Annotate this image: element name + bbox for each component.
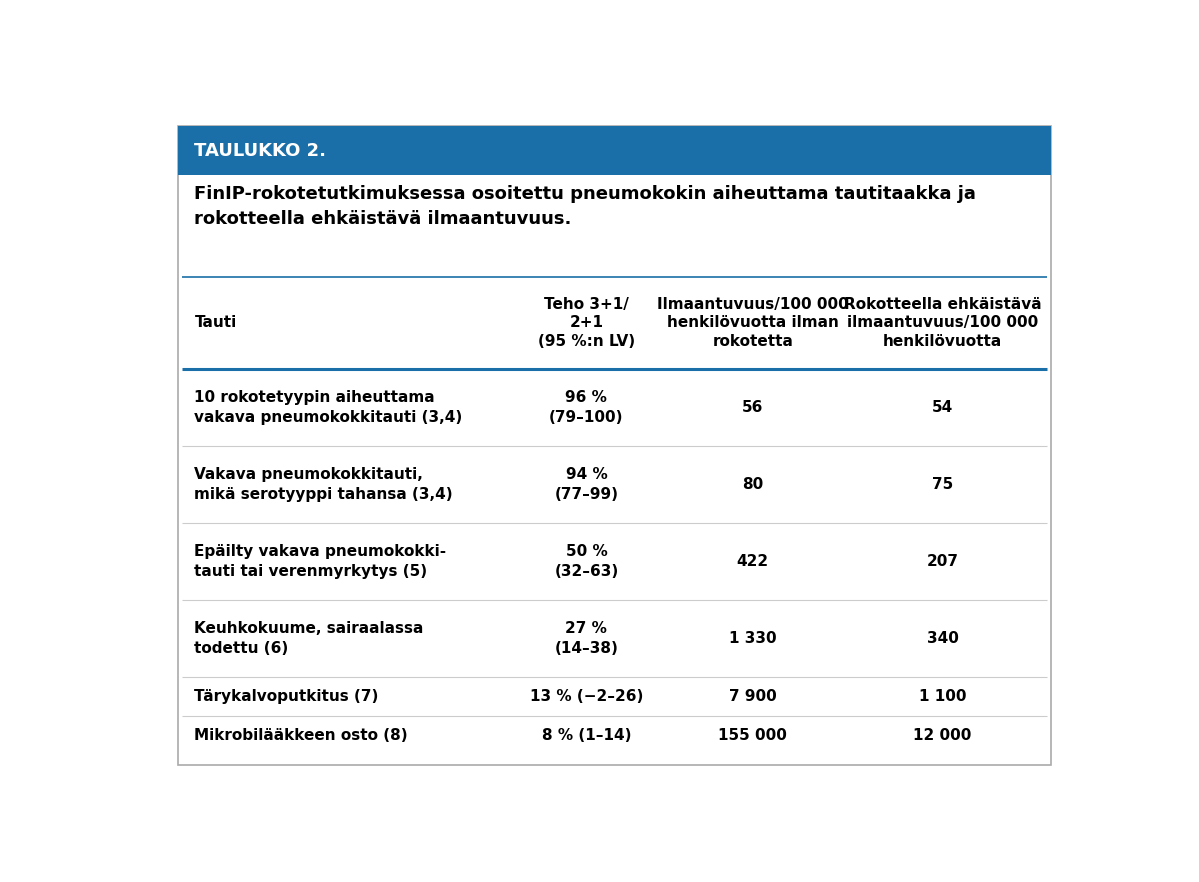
Text: 1 330: 1 330 xyxy=(729,632,777,647)
Text: Vakava pneumokokkitauti,
mikä serotyyppi tahansa (3,4): Vakava pneumokokkitauti, mikä serotyyppi… xyxy=(194,467,453,502)
Text: Rokotteella ehkäistävä
ilmaantuvuus/100 000
henkilövuotta: Rokotteella ehkäistävä ilmaantuvuus/100 … xyxy=(844,296,1041,349)
Text: Mikrobilääkkeen osto (8): Mikrobilääkkeen osto (8) xyxy=(194,728,408,743)
Text: Keuhkokuume, sairaalassa
todettu (6): Keuhkokuume, sairaalassa todettu (6) xyxy=(194,621,424,656)
Text: 94 %
(77–99): 94 % (77–99) xyxy=(554,467,619,502)
Text: TAULUKKO 2.: TAULUKKO 2. xyxy=(194,142,326,160)
Bar xyxy=(177,126,1052,176)
Text: 7 900: 7 900 xyxy=(729,689,777,704)
Text: 50 %
(32–63): 50 % (32–63) xyxy=(554,544,619,579)
Text: 340: 340 xyxy=(927,632,958,647)
Text: Ilmaantuvuus/100 000
henkilövuotta ilman
rokotetta: Ilmaantuvuus/100 000 henkilövuotta ilman… xyxy=(657,296,849,349)
Text: Tauti: Tauti xyxy=(194,316,236,331)
Text: 80: 80 xyxy=(742,477,764,492)
Text: 75: 75 xyxy=(932,477,953,492)
Text: 8 % (1–14): 8 % (1–14) xyxy=(542,728,631,743)
Text: Teho 3+1/
2+1
(95 %:n LV): Teho 3+1/ 2+1 (95 %:n LV) xyxy=(538,296,635,349)
Text: 96 %
(79–100): 96 % (79–100) xyxy=(549,390,623,424)
Text: 422: 422 xyxy=(736,554,769,569)
Text: 10 rokotetyypin aiheuttama
vakava pneumokokkitauti (3,4): 10 rokotetyypin aiheuttama vakava pneumo… xyxy=(194,390,463,424)
Text: 1 100: 1 100 xyxy=(918,689,966,704)
Text: 12 000: 12 000 xyxy=(914,728,971,743)
Text: 13 % (−2–26): 13 % (−2–26) xyxy=(530,689,643,704)
Text: 155 000: 155 000 xyxy=(718,728,788,743)
Text: 54: 54 xyxy=(932,400,953,415)
Text: 207: 207 xyxy=(927,554,958,569)
Text: 27 %
(14–38): 27 % (14–38) xyxy=(554,621,619,656)
Text: 56: 56 xyxy=(742,400,764,415)
Text: Tärykalvoputkitus (7): Tärykalvoputkitus (7) xyxy=(194,689,379,704)
Text: Epäilty vakava pneumokokki-
tauti tai verenmyrkytys (5): Epäilty vakava pneumokokki- tauti tai ve… xyxy=(194,544,446,579)
Text: FinIP-rokotetutkimuksessa osoitettu pneumokokin aiheuttama tautitaakka ja
rokott: FinIP-rokotetutkimuksessa osoitettu pneu… xyxy=(194,185,976,228)
